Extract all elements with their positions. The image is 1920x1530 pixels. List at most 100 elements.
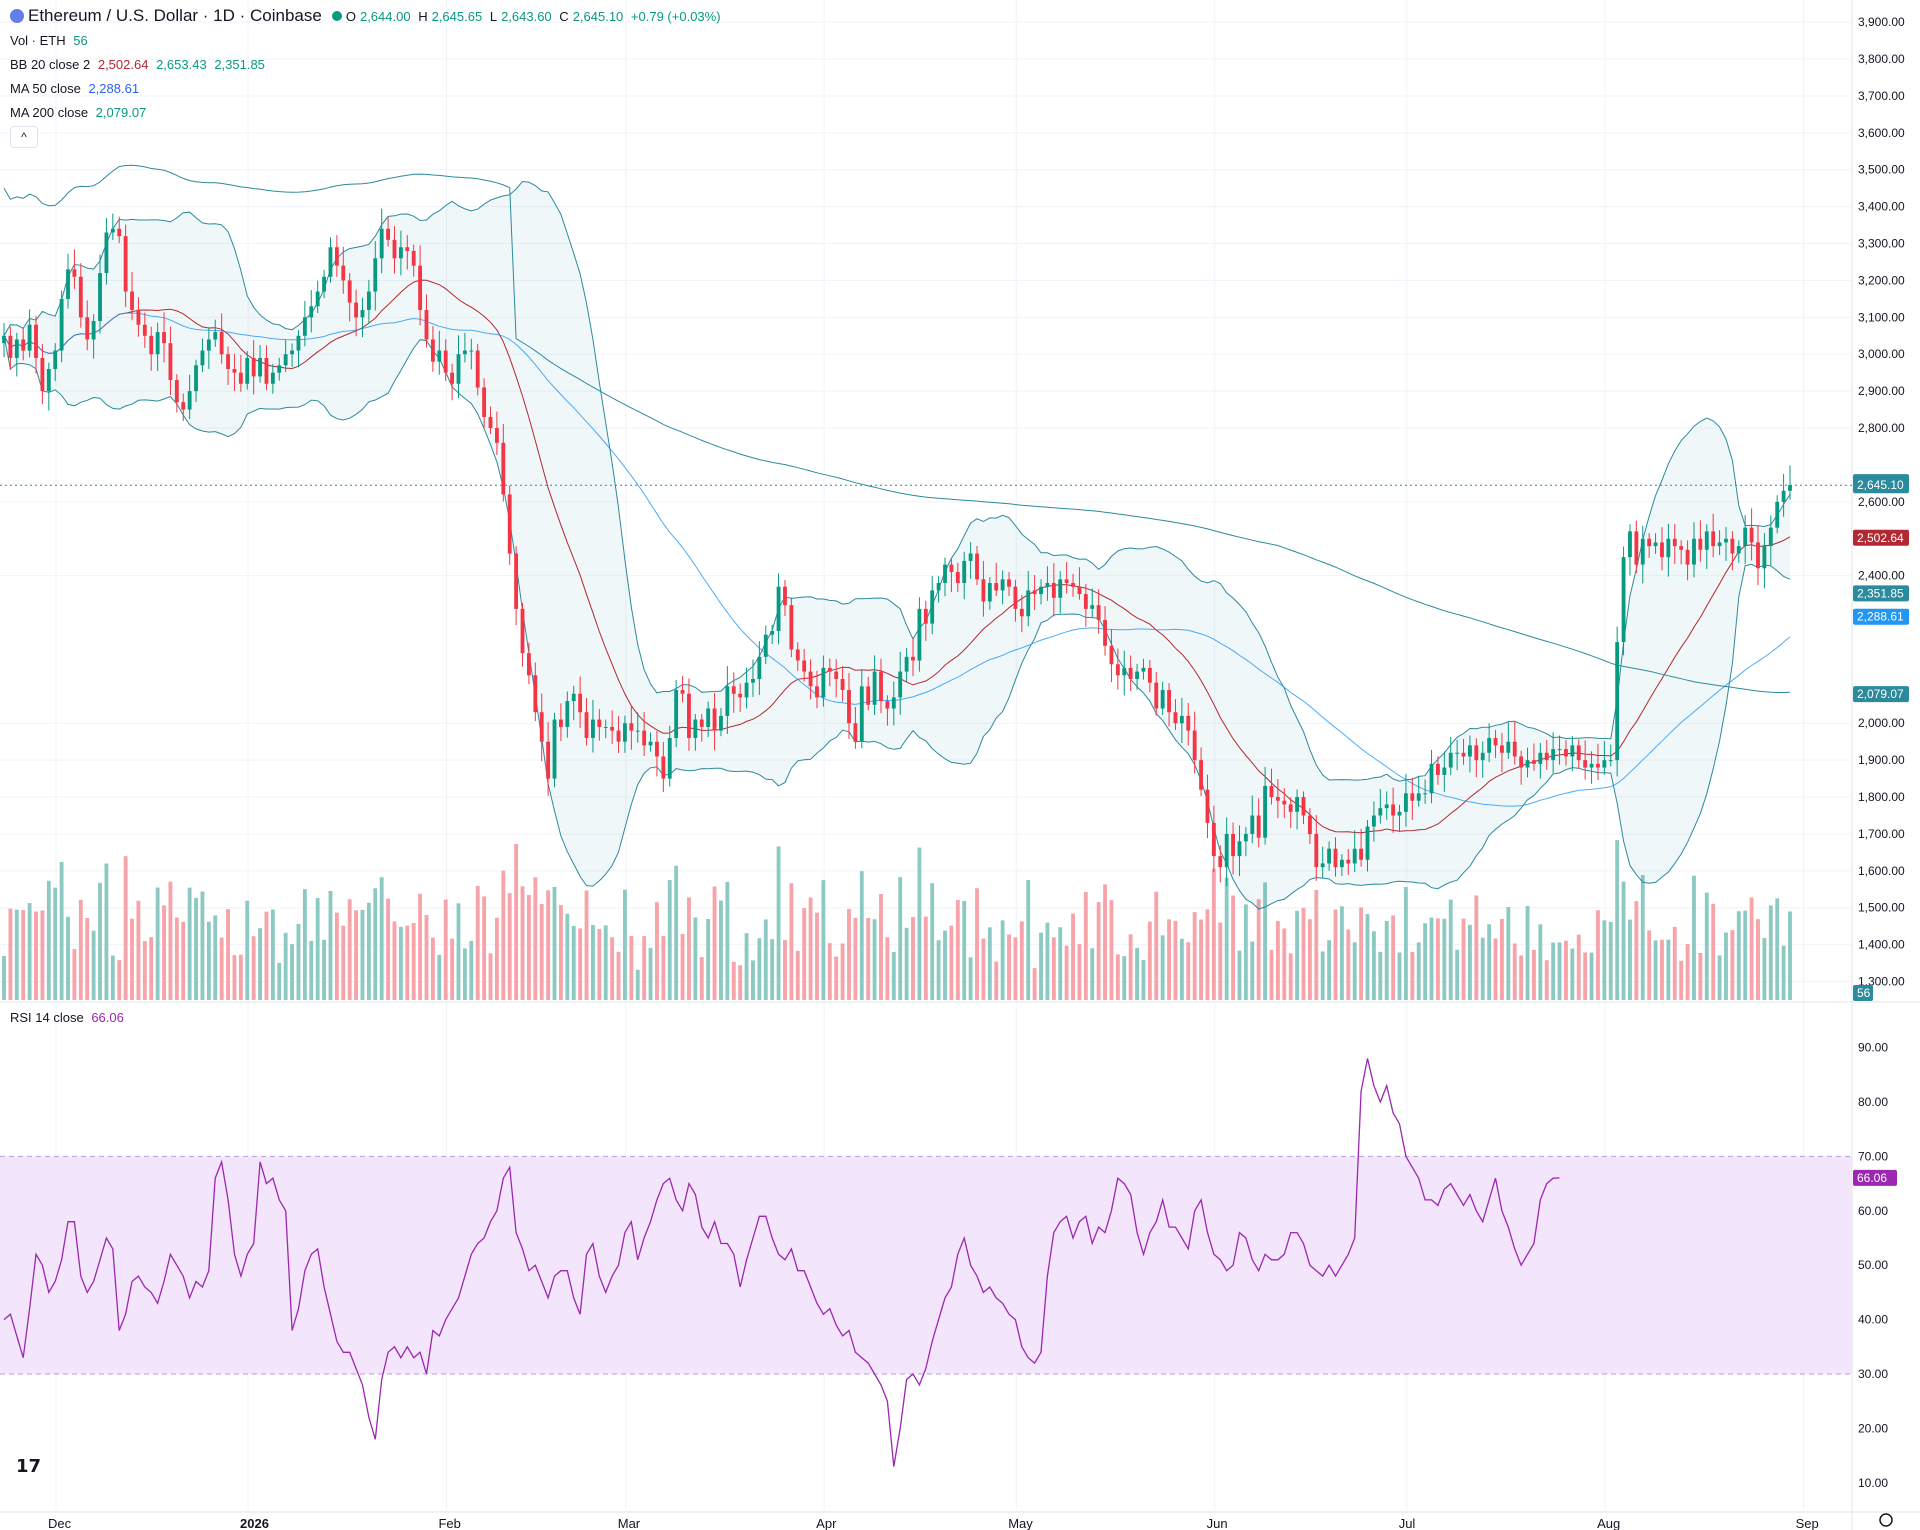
volume-bar — [1711, 903, 1716, 1000]
volume-bar — [680, 933, 685, 1000]
volume-bar — [719, 900, 723, 1000]
candle-body — [1122, 667, 1127, 676]
volume-bar — [1749, 897, 1754, 1000]
volume-bar — [1077, 944, 1082, 1000]
volume-bar — [994, 961, 999, 1000]
candle-body — [770, 630, 775, 635]
candle-body — [206, 339, 211, 351]
ma50-legend[interactable]: MA 50 close 2,288.61 — [10, 81, 143, 96]
volume-bar — [1788, 911, 1792, 1000]
volume-bar — [623, 889, 627, 1000]
candle-body — [258, 357, 262, 377]
candle-body — [155, 332, 160, 355]
rsi-tick-label: 60.00 — [1858, 1204, 1888, 1218]
candle-body — [1359, 848, 1364, 860]
candle-body — [200, 350, 205, 366]
volume-bar — [1538, 924, 1543, 1000]
candle-body — [232, 369, 237, 373]
candle-body — [962, 560, 967, 584]
candle-body — [1570, 745, 1575, 757]
volume-bar — [1634, 901, 1639, 1000]
candle-body — [187, 391, 192, 410]
candle-body — [1519, 756, 1524, 768]
volume-bar — [283, 932, 288, 1000]
rsi-legend[interactable]: RSI 14 close 66.06 — [10, 1010, 128, 1025]
candle-body — [597, 719, 602, 727]
candle-body — [706, 708, 711, 727]
volume-bar — [469, 940, 474, 1000]
volume-bar — [270, 909, 275, 1000]
bb-legend[interactable]: BB 20 close 2 2,502.64 2,653.43 2,351.85 — [10, 57, 269, 72]
candle-body — [546, 741, 551, 779]
chevron-up-icon: ^ — [21, 130, 27, 144]
volume-bar — [130, 918, 134, 1000]
candle-body — [373, 258, 378, 292]
volume-bar — [1589, 952, 1594, 1000]
volume-bar — [1512, 943, 1517, 1000]
volume-bar — [258, 928, 262, 1000]
volume-bar — [290, 944, 294, 1000]
candle-body — [475, 350, 480, 388]
bb-lower-value: 2,351.85 — [214, 57, 265, 72]
volume-bar — [1263, 882, 1268, 1000]
candle-body — [776, 586, 781, 631]
candle-body — [482, 387, 487, 417]
volume-bar — [885, 937, 890, 1000]
candle-body — [1013, 586, 1018, 609]
candle-body — [1672, 538, 1677, 547]
candle-body — [949, 564, 954, 572]
volume-bar — [168, 881, 173, 1000]
candle-body — [699, 719, 704, 727]
candle-body — [1256, 815, 1261, 838]
candle-body — [354, 302, 358, 318]
candle-body — [1269, 785, 1274, 798]
candle-body — [1410, 793, 1415, 801]
volume-bar — [584, 890, 589, 1000]
candle-body — [533, 675, 538, 713]
volume-bar — [1461, 918, 1466, 1000]
candle-body — [1596, 763, 1600, 768]
candle-body — [1660, 542, 1664, 558]
candle-body — [1295, 797, 1300, 812]
time-tick-label: Aug — [1597, 1516, 1620, 1530]
volume-bar — [142, 941, 147, 1000]
volume-bar — [1103, 884, 1107, 1000]
rsi-label: RSI 14 close — [10, 1010, 84, 1025]
candle-body — [552, 719, 557, 779]
candle-body — [1692, 538, 1696, 565]
ma50-label: MA 50 close — [10, 81, 81, 96]
time-tick-label: Jul — [1399, 1516, 1416, 1530]
volume-legend[interactable]: Vol · ETH 56 — [10, 33, 92, 48]
candle-body — [815, 686, 819, 698]
price-tick-label: 1,800.00 — [1858, 790, 1905, 804]
time-tick-label: Sep — [1796, 1516, 1819, 1530]
gear-icon[interactable] — [1879, 1513, 1893, 1527]
rsi-value: 66.06 — [91, 1010, 124, 1025]
candle-body — [1282, 800, 1287, 805]
low-value: 2,643.60 — [501, 9, 552, 24]
candle-body — [1039, 586, 1043, 595]
collapse-legend-button[interactable]: ^ — [10, 126, 38, 148]
open-label: O — [345, 9, 356, 24]
volume-bar — [1039, 932, 1043, 1000]
volume-bar — [578, 928, 583, 1000]
candle-body — [1608, 760, 1613, 762]
ma200-legend[interactable]: MA 200 close 2,079.07 — [10, 105, 150, 120]
tradingview-logo-icon[interactable]: 𝟭𝟳 — [16, 1456, 42, 1476]
volume-bar — [667, 880, 672, 1000]
volume-bar — [1500, 918, 1504, 1000]
volume-bar — [1122, 956, 1127, 1000]
price-tick-label: 3,900.00 — [1858, 15, 1905, 29]
candle-body — [1576, 745, 1581, 761]
candle-body — [1628, 531, 1632, 558]
candle-body — [360, 309, 365, 318]
volume-bar — [949, 925, 954, 1000]
volume-bar — [891, 951, 896, 1000]
volume-bar — [763, 919, 768, 1000]
volume-bar — [123, 856, 128, 1000]
candle-body — [1500, 745, 1504, 753]
candle-body — [1448, 752, 1453, 768]
symbol-legend[interactable]: Ethereum / U.S. Dollar · 1D · Coinbase O 2… — [10, 6, 725, 26]
volume-bar — [1679, 960, 1684, 1000]
